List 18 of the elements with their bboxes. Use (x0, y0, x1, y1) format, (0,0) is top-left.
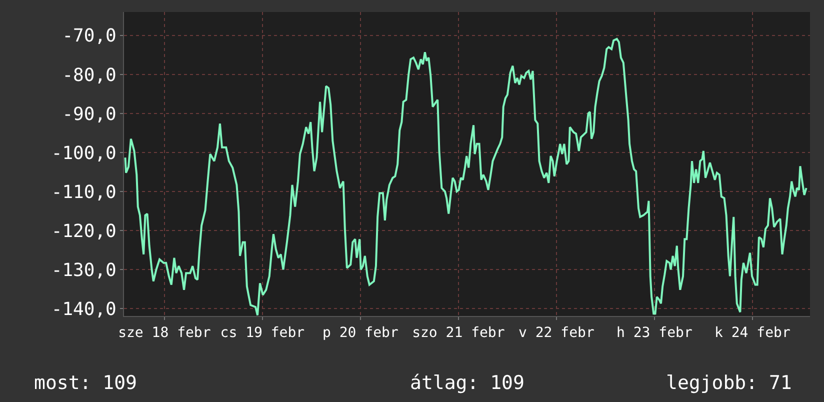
x-tick-label: v 22 febr (518, 324, 594, 341)
y-tick-label: -80,0 (62, 64, 116, 86)
y-tick-label: -140,0 (51, 298, 116, 320)
y-tick-label: -70,0 (62, 26, 116, 47)
text: átlag: 109 (410, 372, 524, 394)
x-tick-label: sze 18 febr (118, 324, 211, 341)
y-tick-label: -120,0 (51, 220, 116, 242)
y-tick-label: -90,0 (62, 104, 116, 125)
x-tick-label: k 24 febr (714, 324, 790, 341)
text: most: 109 (34, 372, 137, 394)
x-tick-label: h 23 febr (616, 324, 692, 341)
text: legjobb: 71 (666, 372, 792, 394)
x-tick-label: szo 21 febr (412, 324, 505, 341)
x-tick-label: cs 19 febr (220, 324, 305, 341)
x-tick-label: p 20 febr (322, 324, 398, 341)
y-tick-label: -110,0 (51, 182, 116, 203)
y-tick-label: -130,0 (51, 260, 116, 281)
y-tick-label: -100,0 (51, 142, 116, 164)
